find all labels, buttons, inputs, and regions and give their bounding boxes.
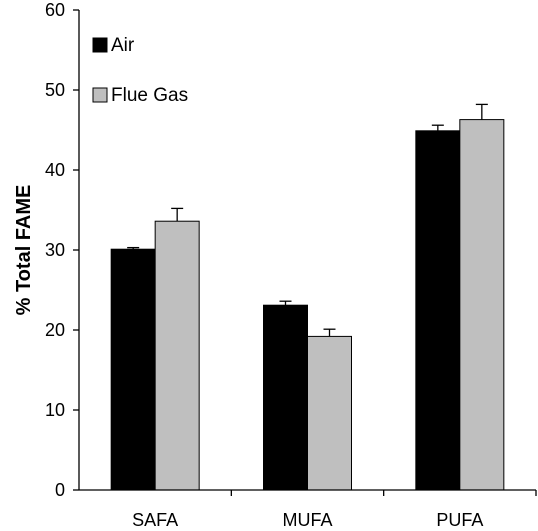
- y-tick-label: 50: [45, 80, 65, 100]
- bar-air-mufa: [263, 304, 308, 491]
- legend-label: Flue Gas: [111, 85, 188, 106]
- error-bars-layer: [127, 103, 488, 337]
- y-tick-label: 60: [45, 0, 65, 20]
- x-ticks: SAFA MUFA PUFA: [132, 490, 537, 530]
- bar-flue-gas-mufa: [307, 335, 352, 491]
- legend-label: Air: [111, 35, 135, 56]
- y-tick-label: 10: [45, 400, 65, 420]
- y-axis-title: % Total FAME: [13, 185, 35, 316]
- legend-swatch-air: [92, 37, 108, 53]
- x-category-label: PUFA: [436, 510, 483, 530]
- bar-flue-gas-safa: [154, 220, 200, 491]
- y-tick-label: 20: [45, 320, 65, 340]
- y-tick-label: 30: [45, 240, 65, 260]
- y-tick-label: 40: [45, 160, 65, 180]
- bars-layer: [110, 119, 505, 491]
- y-ticks: 0 10 20 30 40 50 60: [45, 0, 79, 500]
- bar-air-pufa: [415, 130, 461, 491]
- legend: Air Flue Gas: [92, 35, 188, 106]
- y-tick-label: 0: [55, 480, 65, 500]
- bar-flue-gas-pufa: [459, 119, 505, 491]
- bar-air-safa: [110, 248, 156, 491]
- x-category-label: MUFA: [282, 510, 332, 530]
- x-category-label: SAFA: [132, 510, 178, 530]
- legend-swatch-flue-gas: [92, 87, 108, 103]
